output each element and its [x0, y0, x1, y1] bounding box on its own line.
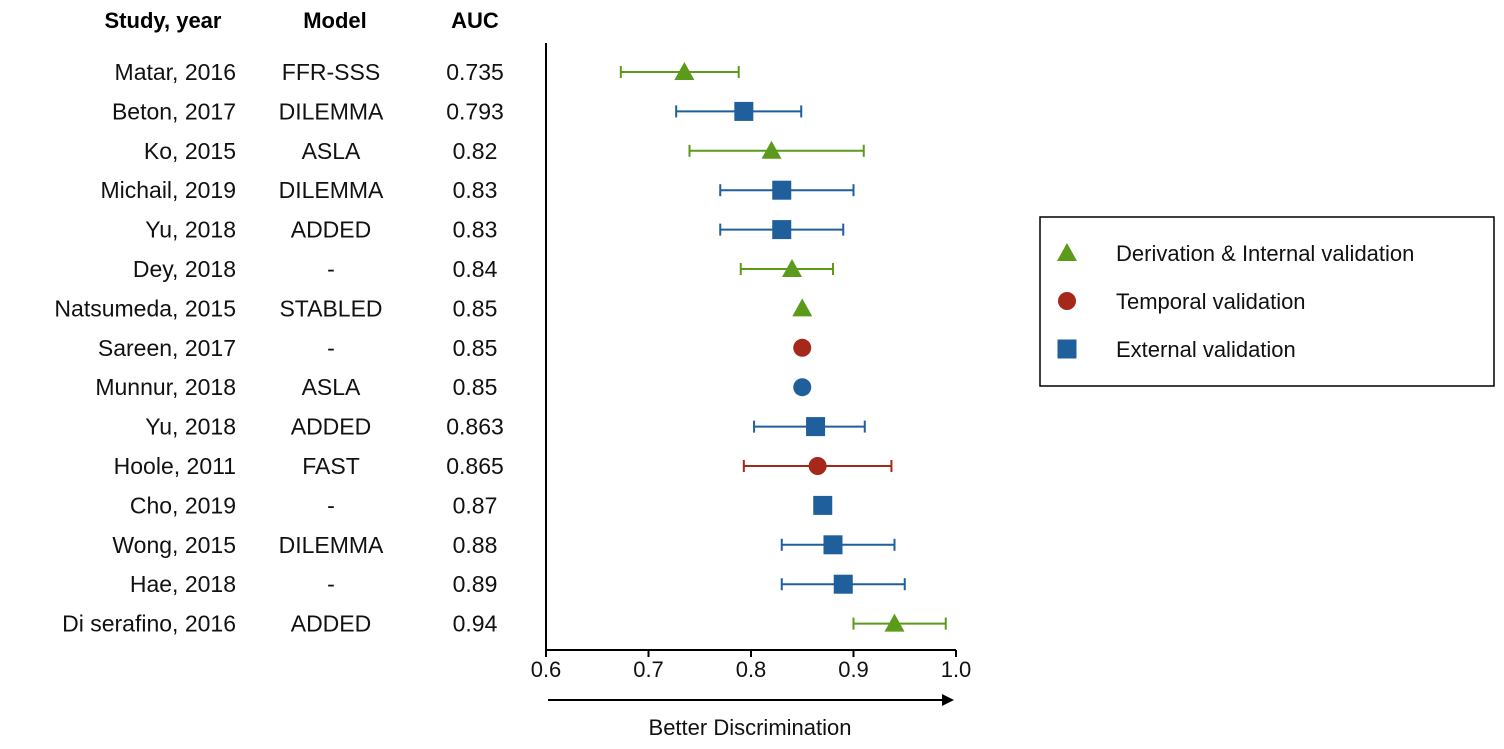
- model-cell: DILEMMA: [279, 98, 384, 124]
- study-year-cell: Michail, 2019: [100, 177, 236, 203]
- study-year-cell: Cho, 2019: [130, 492, 236, 518]
- model-cell: -: [327, 492, 335, 518]
- study-year-cell: Munnur, 2018: [95, 374, 236, 400]
- model-cell: -: [327, 571, 335, 597]
- auc-cell: 0.89: [453, 571, 498, 597]
- auc-cell: 0.85: [453, 374, 498, 400]
- table-row: Yu, 2018 ADDED 0.83: [145, 217, 845, 243]
- square-marker: [1057, 339, 1077, 359]
- legend-label: Derivation & Internal validation: [1116, 241, 1414, 266]
- model-cell: DILEMMA: [279, 532, 384, 558]
- model-cell: -: [327, 335, 335, 361]
- header-model: Model: [303, 8, 367, 33]
- legend-box: [1039, 216, 1495, 387]
- x-tick-label: 0.8: [736, 657, 767, 682]
- auc-cell: 0.85: [453, 335, 498, 361]
- square-marker: [823, 535, 843, 555]
- x-tick-label: 1.0: [941, 657, 972, 682]
- triangle-marker: [674, 62, 695, 80]
- model-cell: FFR-SSS: [282, 59, 380, 85]
- study-year-cell: Di serafino, 2016: [62, 611, 236, 637]
- x-axis-label: Better Discrimination: [649, 715, 852, 740]
- square-marker: [772, 180, 792, 200]
- header-auc: AUC: [451, 8, 499, 33]
- study-year-cell: Beton, 2017: [112, 98, 236, 124]
- model-cell: DILEMMA: [279, 177, 384, 203]
- triangle-marker: [792, 298, 813, 317]
- table-row: Yu, 2018 ADDED 0.863: [145, 414, 866, 440]
- table-row: Michail, 2019 DILEMMA 0.83: [100, 177, 855, 203]
- triangle-marker: [782, 259, 802, 277]
- auc-cell: 0.83: [453, 217, 498, 243]
- study-year-cell: Yu, 2018: [145, 217, 236, 243]
- table-row: Sareen, 2017 - 0.85: [98, 335, 812, 361]
- model-cell: ADDED: [291, 414, 372, 440]
- auc-cell: 0.83: [453, 177, 498, 203]
- auc-cell: 0.82: [453, 138, 498, 164]
- model-cell: ADDED: [291, 611, 372, 637]
- x-tick-label: 0.9: [838, 657, 869, 682]
- auc-cell: 0.865: [446, 453, 504, 479]
- study-year-cell: Matar, 2016: [115, 59, 236, 85]
- auc-cell: 0.793: [446, 98, 504, 124]
- model-cell: -: [327, 256, 335, 282]
- header-study-year: Study, year: [105, 8, 222, 33]
- square-marker: [806, 417, 826, 437]
- table-row: Cho, 2019 - 0.87: [130, 492, 833, 518]
- table-row: Di serafino, 2016 ADDED 0.94: [62, 611, 947, 637]
- square-marker: [772, 220, 792, 240]
- data-rows: Matar, 2016 FFR-SSS 0.735 Beton, 2017 DILEMM…: [54, 59, 947, 637]
- model-cell: ADDED: [291, 217, 372, 243]
- circle-marker: [1058, 292, 1076, 310]
- auc-cell: 0.85: [453, 295, 498, 321]
- square-marker: [734, 101, 754, 121]
- table-row: Hae, 2018 - 0.89: [130, 571, 906, 597]
- triangle-marker: [1057, 243, 1077, 261]
- model-cell: ASLA: [302, 138, 361, 164]
- study-year-cell: Natsumeda, 2015: [54, 295, 236, 321]
- table-row: Wong, 2015 DILEMMA 0.88: [112, 532, 896, 558]
- circle-marker: [793, 338, 812, 357]
- table-row: Dey, 2018 - 0.84: [133, 256, 834, 282]
- study-year-cell: Yu, 2018: [145, 414, 236, 440]
- study-year-cell: Hoole, 2011: [114, 453, 236, 479]
- auc-cell: 0.87: [453, 492, 498, 518]
- legend-item: Temporal validation: [1058, 289, 1306, 314]
- model-cell: FAST: [302, 453, 360, 479]
- circle-marker: [793, 378, 812, 397]
- x-tick-label: 0.7: [633, 657, 664, 682]
- legend-label: Temporal validation: [1116, 289, 1306, 314]
- study-year-cell: Hae, 2018: [130, 571, 236, 597]
- study-year-cell: Sareen, 2017: [98, 335, 236, 361]
- triangle-marker: [884, 613, 905, 632]
- model-cell: ASLA: [302, 374, 361, 400]
- table-row: Munnur, 2018 ASLA 0.85: [95, 374, 812, 400]
- table-row: Natsumeda, 2015 STABLED 0.85: [54, 295, 813, 321]
- legend-item: Derivation & Internal validation: [1057, 241, 1414, 266]
- auc-cell: 0.863: [446, 414, 504, 440]
- x-axis-ticks: 0.6 0.7 0.8 0.9 1.0: [531, 650, 972, 682]
- table-row: Beton, 2017 DILEMMA 0.793: [112, 98, 803, 124]
- table-row: Matar, 2016 FFR-SSS 0.735: [115, 59, 740, 85]
- auc-cell: 0.735: [446, 59, 504, 85]
- circle-marker: [808, 457, 827, 475]
- legend: Derivation & Internal validation Temporal…: [1039, 216, 1495, 387]
- auc-cell: 0.84: [453, 256, 498, 282]
- table-row: Hoole, 2011 FAST 0.865: [114, 453, 893, 479]
- auc-cell: 0.88: [453, 532, 498, 558]
- auc-cell: 0.94: [453, 611, 498, 637]
- model-cell: STABLED: [279, 295, 382, 321]
- legend-item: External validation: [1057, 337, 1296, 362]
- triangle-marker: [761, 140, 782, 159]
- square-marker: [833, 574, 853, 594]
- legend-label: External validation: [1116, 337, 1296, 362]
- table-row: Ko, 2015 ASLA 0.82: [144, 138, 865, 164]
- study-year-cell: Ko, 2015: [144, 138, 236, 164]
- study-year-cell: Wong, 2015: [112, 532, 236, 558]
- study-year-cell: Dey, 2018: [133, 256, 236, 282]
- square-marker: [813, 495, 833, 515]
- x-tick-label: 0.6: [531, 657, 562, 682]
